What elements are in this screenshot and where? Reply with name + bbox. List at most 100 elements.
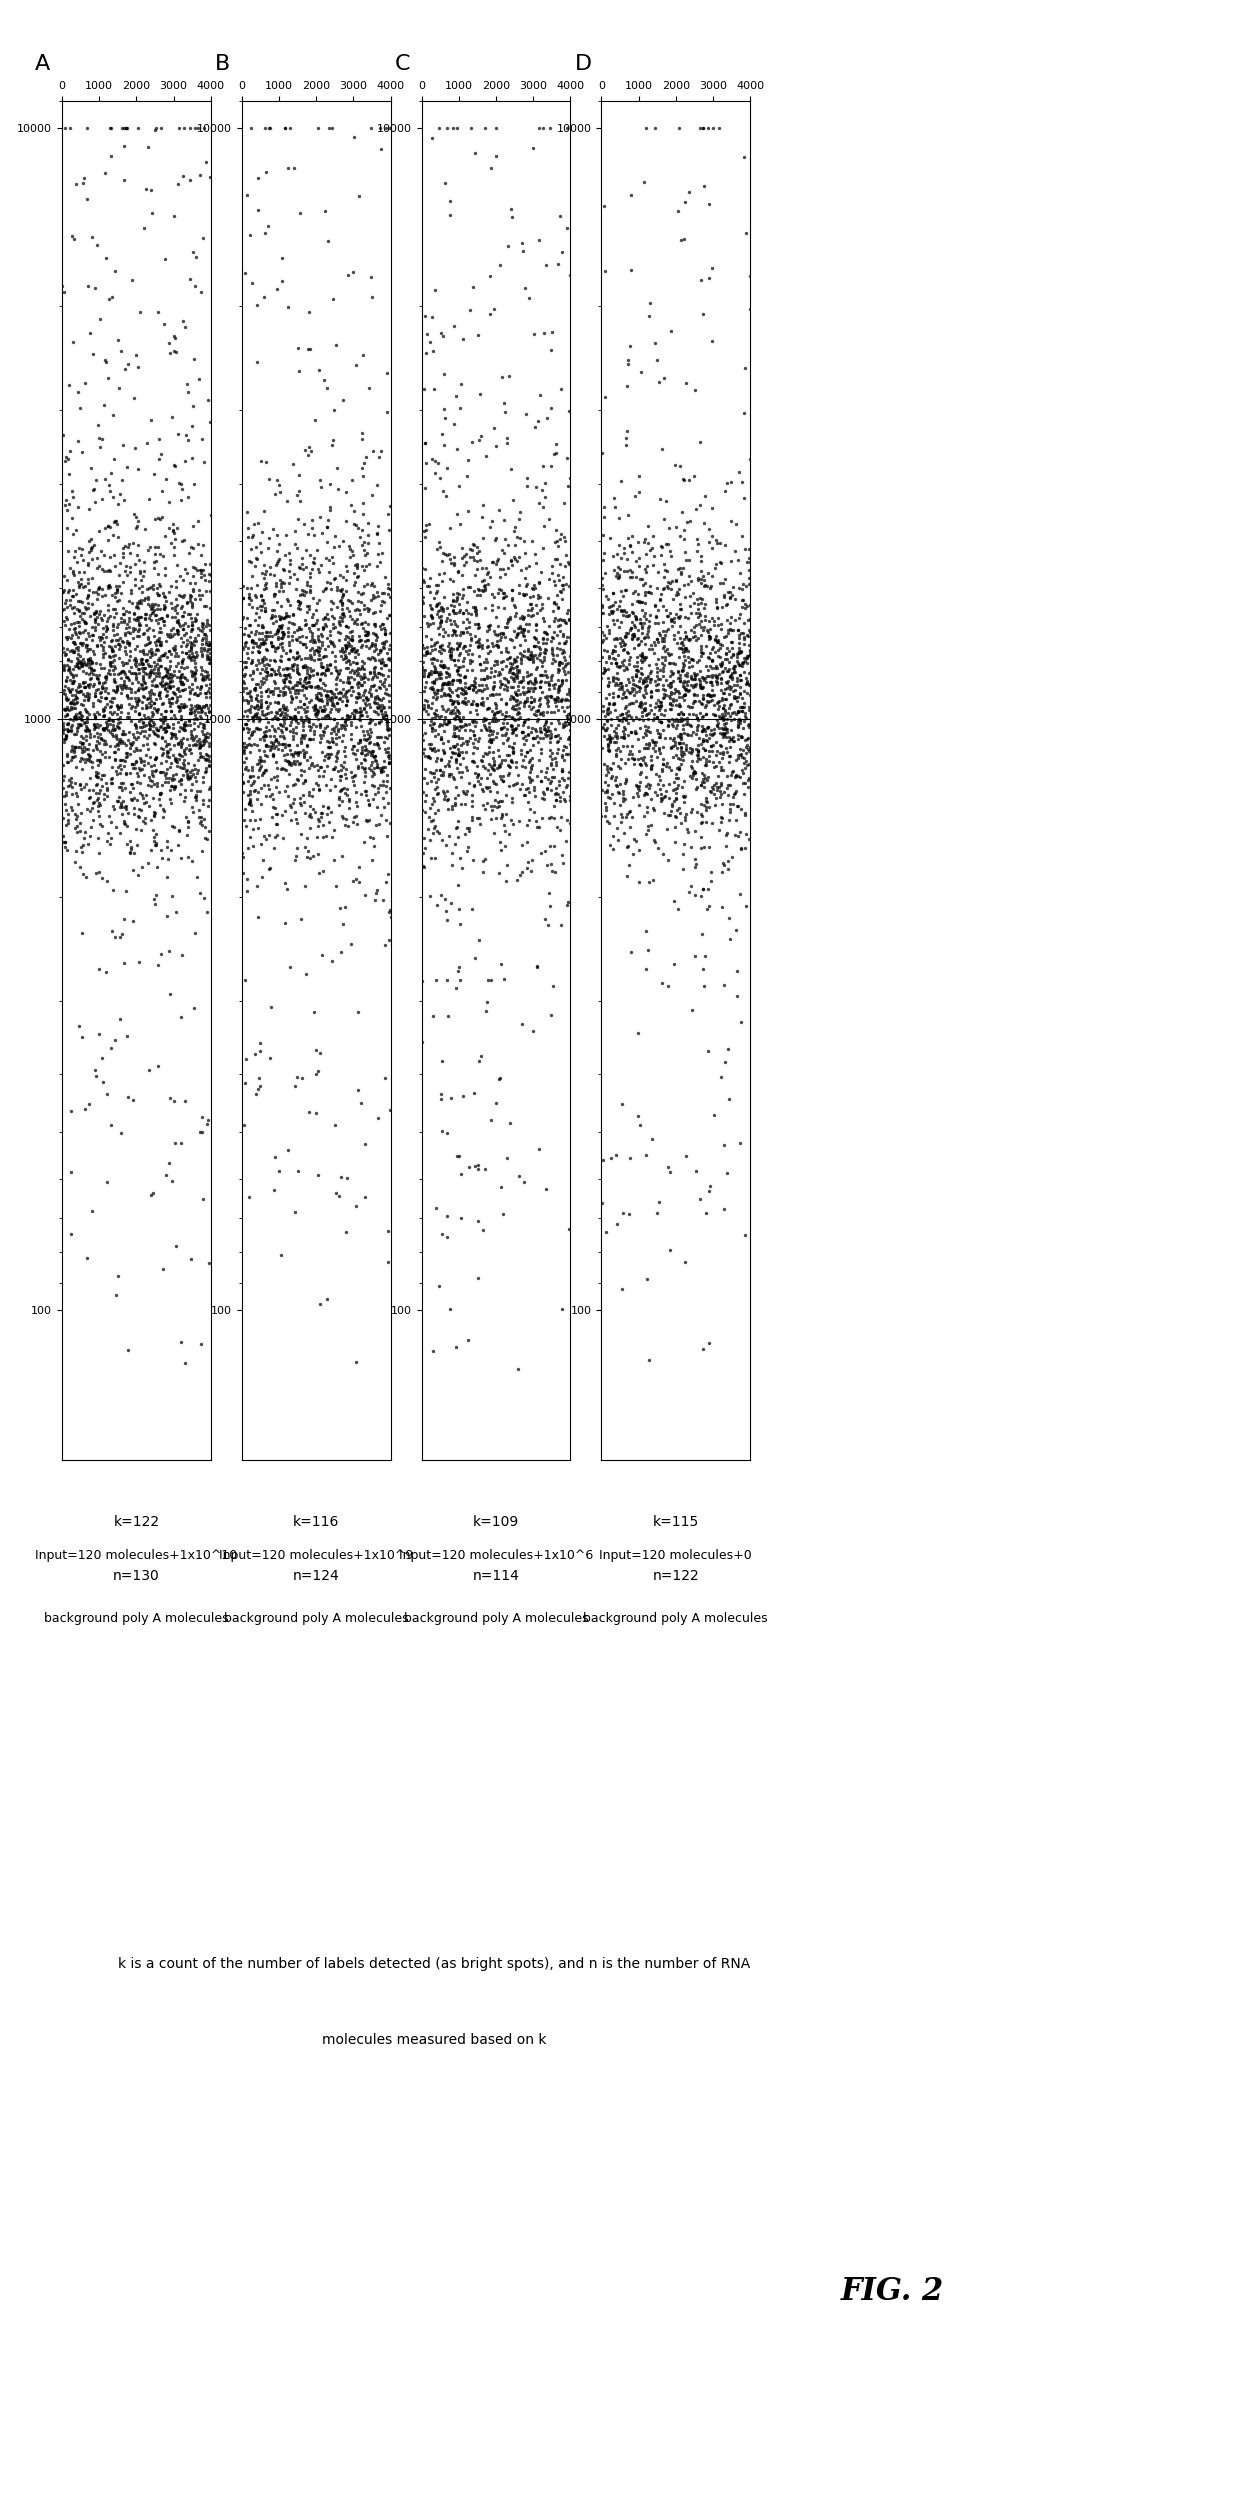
Point xyxy=(517,667,537,708)
Point xyxy=(427,652,446,692)
Point xyxy=(378,564,398,604)
Point xyxy=(356,627,376,667)
Point xyxy=(248,504,268,544)
Point xyxy=(508,685,528,725)
Point xyxy=(521,655,541,695)
Point xyxy=(456,672,476,713)
Point xyxy=(501,541,521,582)
Point xyxy=(362,622,382,662)
Point xyxy=(688,725,708,765)
Point xyxy=(486,685,506,725)
Point xyxy=(634,640,653,680)
Point xyxy=(670,607,689,647)
Point xyxy=(105,708,125,748)
Point xyxy=(606,765,626,806)
Point xyxy=(444,602,464,642)
Point xyxy=(438,662,458,703)
Point xyxy=(365,637,384,677)
Point xyxy=(684,876,704,917)
Point xyxy=(551,514,570,554)
Point xyxy=(723,657,743,697)
Point xyxy=(503,677,523,718)
Point xyxy=(595,710,615,750)
Point xyxy=(670,685,689,725)
Point xyxy=(148,292,167,332)
Point xyxy=(336,637,356,677)
Point xyxy=(717,635,737,675)
Point xyxy=(377,632,397,672)
Point xyxy=(634,521,653,562)
Point xyxy=(680,461,699,501)
Point xyxy=(430,750,450,791)
Point xyxy=(430,640,450,680)
Point xyxy=(449,818,469,859)
Point xyxy=(479,708,498,748)
Point xyxy=(99,650,119,690)
Point xyxy=(665,614,684,655)
Point xyxy=(609,647,629,687)
Point xyxy=(117,642,136,682)
Point xyxy=(259,768,279,808)
Point xyxy=(272,710,291,750)
Point xyxy=(330,526,350,567)
Point xyxy=(599,635,619,675)
Point xyxy=(332,584,352,624)
Point xyxy=(725,758,745,798)
Point xyxy=(433,730,453,771)
Point xyxy=(277,481,296,521)
Point xyxy=(124,378,144,418)
Point xyxy=(283,735,303,776)
Point xyxy=(440,692,460,733)
Point xyxy=(455,630,475,670)
Point xyxy=(257,708,277,748)
Point xyxy=(348,861,368,901)
Point xyxy=(103,715,123,755)
Point xyxy=(327,733,347,773)
Point xyxy=(608,652,627,692)
Point xyxy=(698,637,718,677)
Point xyxy=(719,630,739,670)
Point xyxy=(97,607,117,647)
Point xyxy=(114,481,134,521)
Point xyxy=(346,630,366,670)
Point xyxy=(141,670,161,710)
Point xyxy=(715,695,735,735)
Point xyxy=(626,697,646,738)
Point xyxy=(113,650,133,690)
Point xyxy=(438,771,458,811)
Point xyxy=(133,675,153,715)
Point xyxy=(663,672,683,713)
Point xyxy=(729,700,749,740)
Point xyxy=(506,506,526,546)
Point xyxy=(371,609,391,650)
Point xyxy=(417,627,436,667)
Point xyxy=(687,713,707,753)
Point xyxy=(490,619,510,660)
Point xyxy=(653,567,673,607)
Point xyxy=(544,708,564,748)
Point xyxy=(430,718,450,758)
Point xyxy=(275,723,295,763)
Point xyxy=(549,642,569,682)
Point xyxy=(105,501,125,541)
Point xyxy=(477,657,497,697)
Point xyxy=(321,108,341,149)
Point xyxy=(175,657,195,697)
Point xyxy=(63,660,83,700)
Point xyxy=(379,630,399,670)
Point xyxy=(655,544,675,584)
Point xyxy=(361,579,381,619)
Point xyxy=(77,738,97,778)
Point xyxy=(88,758,108,798)
Point xyxy=(445,604,465,645)
Point xyxy=(62,471,82,511)
Point xyxy=(598,650,618,690)
Point xyxy=(692,632,712,672)
Point xyxy=(196,672,216,713)
Point xyxy=(682,728,702,768)
Point xyxy=(376,695,396,735)
Point xyxy=(525,667,544,708)
Point xyxy=(148,584,167,624)
Point xyxy=(363,690,383,730)
Point xyxy=(304,788,324,828)
